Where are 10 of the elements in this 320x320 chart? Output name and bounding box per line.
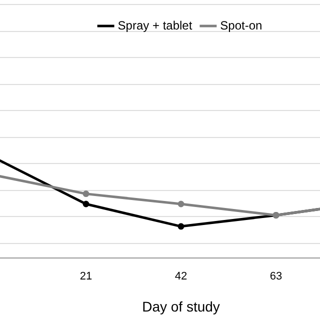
legend-label: Spray + tablet: [118, 18, 193, 32]
point: [178, 223, 184, 230]
x-axis-title: Day of study: [142, 298, 220, 314]
legend-label: Spot-on: [220, 18, 262, 32]
x-tick-label: 42: [174, 270, 188, 283]
point: [82, 200, 90, 208]
point: [82, 190, 90, 198]
x-tick-label: 63: [270, 270, 282, 283]
x-tick-label: 21: [80, 270, 92, 283]
point: [178, 200, 184, 208]
